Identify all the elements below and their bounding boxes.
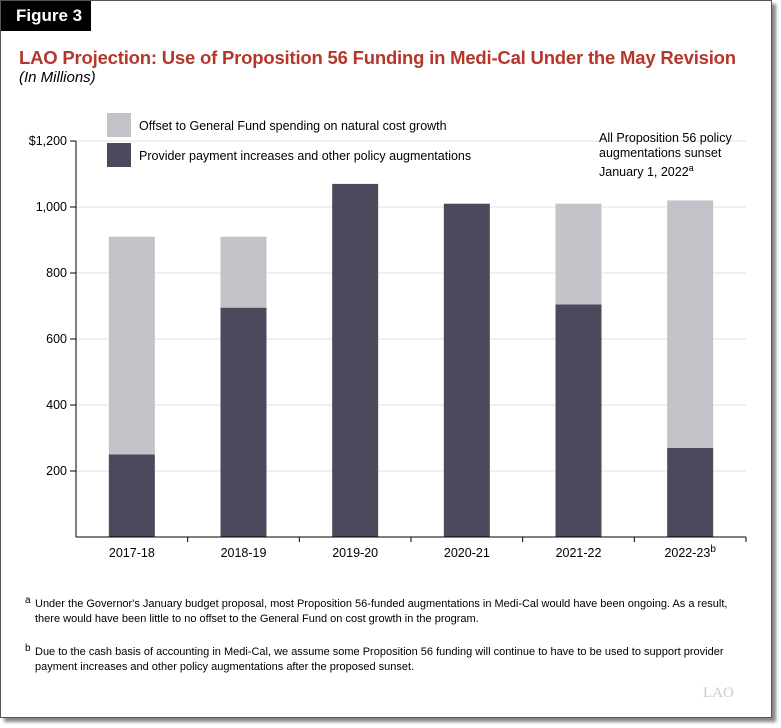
bar-segment <box>332 183 379 537</box>
bar-segment <box>108 454 155 537</box>
bar-segment <box>443 203 490 537</box>
x-tick-label: 2022-23b <box>664 544 716 560</box>
figure-label: Figure 3 <box>1 1 91 31</box>
annotation-text: All Proposition 56 policy augmentations … <box>599 131 732 180</box>
y-tick-label: 400 <box>46 398 67 412</box>
bar-segment <box>220 307 267 537</box>
bar-segment <box>555 203 602 305</box>
x-tick-label: 2017-18 <box>109 546 155 560</box>
footnote-mark: a <box>25 595 31 606</box>
lao-logo: LAO <box>703 685 734 701</box>
x-tick-label: 2020-21 <box>444 546 490 560</box>
y-tick-label: 1,000 <box>36 200 67 214</box>
legend-label: Provider payment increases and other pol… <box>139 149 471 163</box>
chart: 200 400 600 800 1,000 $1,200 Offset to General… <box>29 113 747 560</box>
footnote-a: a Under the Governor's January budget pro… <box>25 595 755 627</box>
bar-segment <box>667 447 714 537</box>
legend-swatch <box>107 113 131 137</box>
footnote-text: Due to the cash basis of accounting in M… <box>35 646 724 673</box>
chart-title: LAO Projection: Use of Proposition 56 Fu… <box>19 47 736 68</box>
y-tick-label: 600 <box>46 332 67 346</box>
chart-subtitle: (In Millions) <box>19 69 96 86</box>
sunset-annotation: All Proposition 56 policy augmentations … <box>599 131 739 180</box>
footnote-mark: b <box>25 643 31 654</box>
legend-label: Offset to General Fund spending on natur… <box>139 119 447 133</box>
annotation-sup: a <box>688 163 694 173</box>
bar-segment <box>108 236 155 455</box>
figure-frame: Figure 3 LAO Projection: Use of Proposit… <box>0 0 772 718</box>
y-tick-label: 200 <box>46 464 67 478</box>
x-tick-label: 2021-22 <box>556 546 602 560</box>
footnote-b: b Due to the cash basis of accounting in … <box>25 643 755 675</box>
x-tick-label: 2019-20 <box>332 546 378 560</box>
y-tick-label: $1,200 <box>29 134 67 148</box>
bar-segment <box>667 200 714 448</box>
bar-segment <box>220 236 267 308</box>
x-tick-label: 2018-19 <box>221 546 267 560</box>
bar-segment <box>555 304 602 537</box>
footnote-text: Under the Governor's January budget prop… <box>35 598 728 625</box>
legend-swatch <box>107 143 131 167</box>
y-tick-label: 800 <box>46 266 67 280</box>
